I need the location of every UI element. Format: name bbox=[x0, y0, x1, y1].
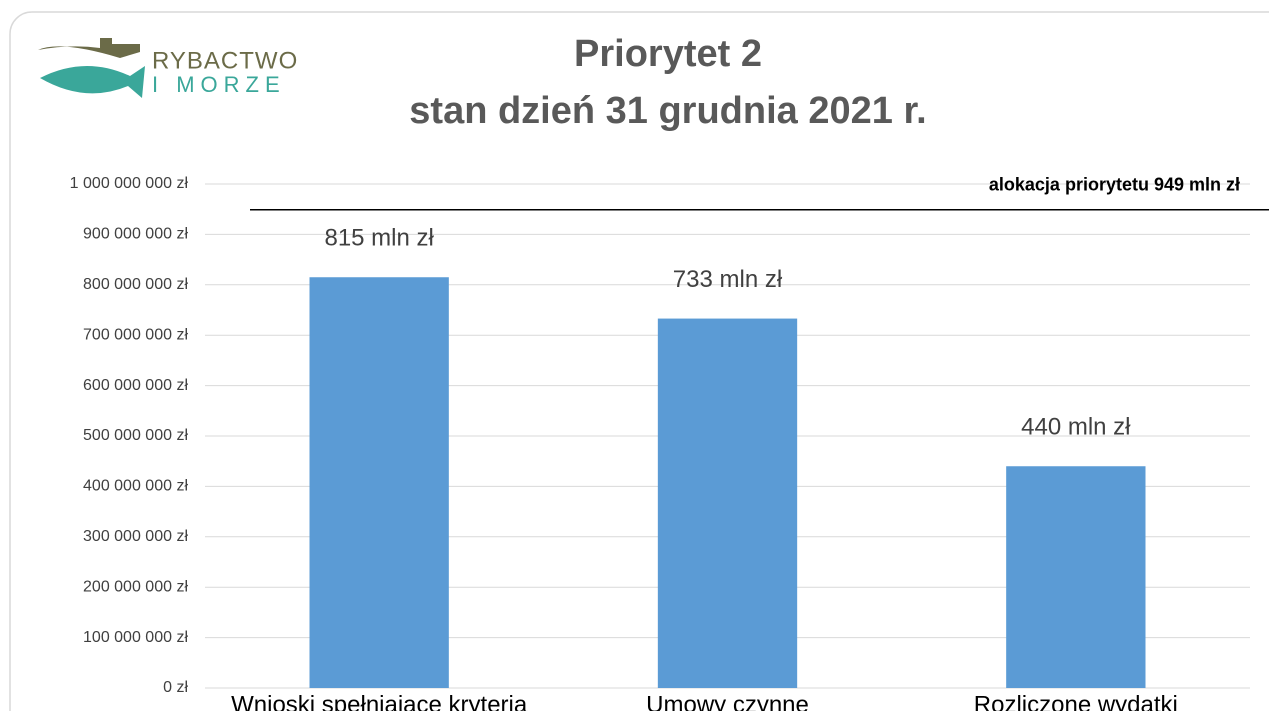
data-label: 440 mln zł bbox=[1021, 414, 1131, 441]
x-tick-label: Umowy czynne bbox=[646, 691, 809, 711]
x-tick-label: Rozliczone wydatki bbox=[974, 691, 1178, 711]
bar bbox=[309, 277, 449, 688]
y-tick-label: 100 000 000 zł bbox=[83, 629, 188, 646]
data-label: 815 mln zł bbox=[324, 225, 434, 252]
logo-text: I MORZE bbox=[152, 72, 286, 97]
x-tick-label: Wnioski spełniające kryteria bbox=[231, 691, 528, 711]
logo-fish bbox=[40, 65, 145, 98]
bar bbox=[1006, 466, 1146, 688]
y-tick-label: 500 000 000 zł bbox=[83, 427, 188, 444]
y-tick-label: 900 000 000 zł bbox=[83, 226, 188, 243]
data-label: 733 mln zł bbox=[673, 266, 783, 293]
chart-subtitle: stan dzień 31 grudnia 2021 r. bbox=[409, 90, 926, 132]
logo-text: RYBACTWO bbox=[152, 47, 298, 74]
y-tick-label: 800 000 000 zł bbox=[83, 276, 188, 293]
logo: RYBACTWO I MORZE bbox=[38, 38, 298, 98]
y-tick-label: 1 000 000 000 zł bbox=[70, 175, 189, 192]
y-tick-label: 300 000 000 zł bbox=[83, 528, 188, 545]
chart-title: Priorytet 2 bbox=[574, 33, 762, 75]
y-tick-label: 600 000 000 zł bbox=[83, 377, 188, 394]
y-tick-label: 700 000 000 zł bbox=[83, 326, 188, 343]
bar bbox=[657, 318, 798, 688]
y-tick-label: 400 000 000 zł bbox=[83, 478, 188, 495]
logo-boat bbox=[38, 38, 140, 58]
y-tick-label: 0 zł bbox=[163, 679, 188, 696]
reference-label: alokacja priorytetu 949 mln zł bbox=[989, 174, 1240, 194]
y-tick-label: 200 000 000 zł bbox=[83, 578, 188, 595]
